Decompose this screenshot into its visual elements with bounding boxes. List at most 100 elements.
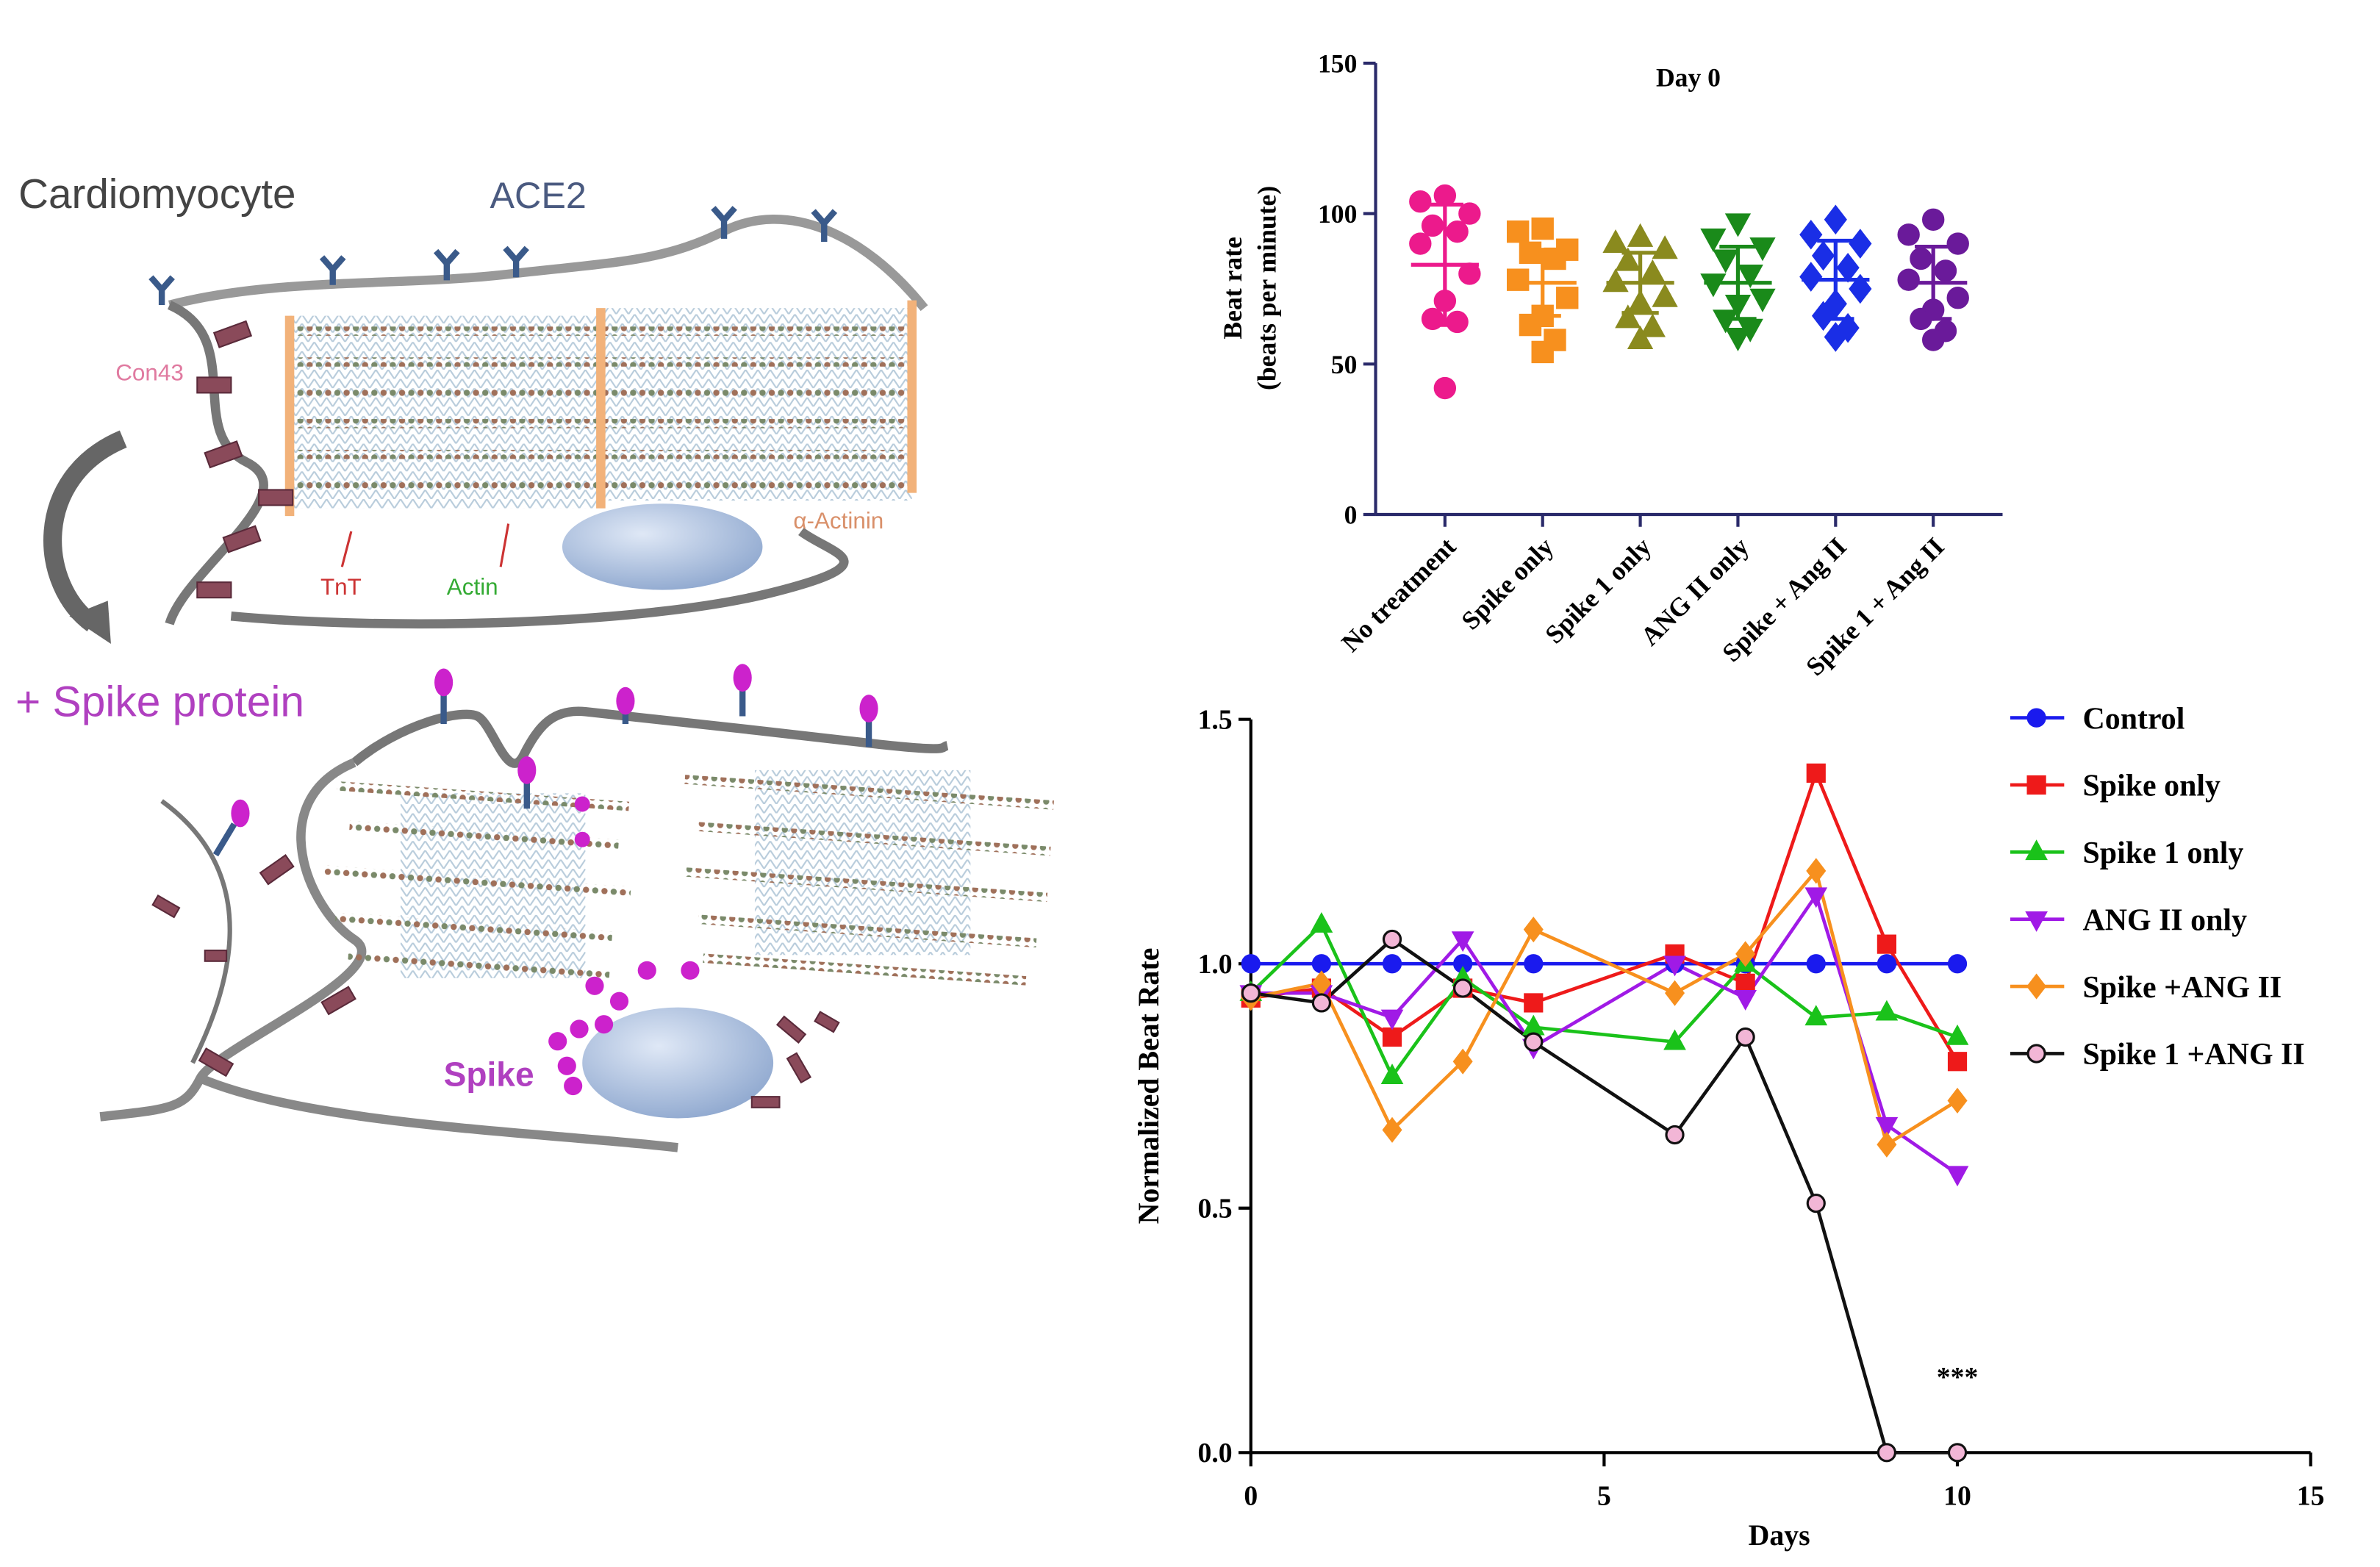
point <box>1824 322 1847 352</box>
legend-marker <box>2025 911 2048 932</box>
point <box>1897 223 1920 246</box>
legend-marker <box>2026 708 2046 728</box>
point <box>1877 1443 1897 1463</box>
membrane <box>351 706 949 768</box>
diagram: Cardiomyocyte ACE2 Con43 TnT Actin α-Act… <box>15 171 1054 1152</box>
point <box>1665 980 1685 1006</box>
error-bar <box>1621 251 1659 315</box>
series-line <box>1250 937 1958 1455</box>
point <box>1446 220 1469 243</box>
x-tick-label: 0 <box>1244 1481 1258 1512</box>
error-bar <box>1719 245 1757 321</box>
point <box>1380 1009 1404 1030</box>
point <box>1875 1116 1899 1138</box>
point <box>1452 1048 1473 1075</box>
connexins <box>151 854 840 1108</box>
point <box>1458 202 1481 225</box>
point <box>1380 1064 1404 1084</box>
x-axis-label: Days <box>1749 1519 1810 1552</box>
legend-marker <box>2026 775 2046 795</box>
point <box>1806 1194 1826 1213</box>
nucleus <box>562 503 763 590</box>
point <box>1946 1024 1969 1045</box>
error-bar <box>1817 238 1854 321</box>
point <box>1877 934 1897 954</box>
arrow <box>43 430 127 631</box>
receptor-label: ACE2 <box>490 174 586 216</box>
point <box>1446 310 1469 334</box>
point <box>1451 931 1474 953</box>
error-bar <box>1524 248 1561 318</box>
point <box>1836 253 1860 283</box>
legend-label: Spike 1 only <box>2082 836 2243 870</box>
actinin-label: α-Actinin <box>793 508 883 534</box>
legend-label: Spike 1 +ANG II <box>2082 1038 2304 1072</box>
legend-label: Spike only <box>2082 770 2221 803</box>
point <box>1453 978 1473 998</box>
y-axis-label: (beats per minute) <box>1252 186 1281 390</box>
point <box>1724 327 1752 352</box>
treatment-label: + Spike protein <box>15 678 304 726</box>
receptors <box>148 206 838 305</box>
point <box>1519 313 1542 337</box>
series-line <box>1250 867 1959 1147</box>
membrane <box>165 301 849 629</box>
legend-label: Spike +ANG II <box>2082 971 2282 1005</box>
point <box>1523 917 1544 943</box>
y-tick-label: 0.0 <box>1197 1438 1232 1469</box>
y-tick-label: 0 <box>1344 501 1358 530</box>
tnt-label: TnT <box>320 574 362 600</box>
point <box>1615 247 1641 271</box>
point <box>1875 1000 1899 1021</box>
point <box>1665 1125 1685 1145</box>
point <box>1531 217 1554 240</box>
point <box>1382 1027 1402 1047</box>
point <box>1799 262 1823 292</box>
point <box>1724 213 1752 237</box>
point <box>1421 214 1444 237</box>
disrupted-sarcomeres <box>323 770 1054 986</box>
point <box>1433 184 1457 207</box>
error-bar <box>1426 202 1463 327</box>
point <box>1897 268 1920 291</box>
point <box>1877 1131 1897 1158</box>
y-axis-label: Beat rate <box>1218 237 1247 339</box>
connexins <box>196 320 294 599</box>
point <box>1627 223 1654 247</box>
point <box>1602 268 1629 293</box>
y-tick-label: 0.5 <box>1197 1193 1232 1224</box>
x-tick-label: 5 <box>1597 1481 1611 1512</box>
x-tick-label: No treatment <box>1336 531 1461 657</box>
legend-marker <box>2025 839 2048 861</box>
point <box>1947 1052 1968 1072</box>
point <box>1663 955 1686 977</box>
sarcomeres <box>284 300 917 517</box>
point <box>1713 249 1739 273</box>
point <box>1735 941 1756 967</box>
legend-label: ANG II only <box>2082 903 2247 937</box>
point <box>1946 287 1969 309</box>
point <box>1652 283 1678 307</box>
point <box>1615 304 1641 329</box>
point <box>1310 911 1333 933</box>
point <box>1734 989 1757 1011</box>
point <box>1806 858 1827 884</box>
point <box>1947 1443 1968 1463</box>
point <box>1433 376 1457 400</box>
point <box>1806 763 1826 783</box>
point <box>1922 329 1945 351</box>
point <box>1811 240 1835 271</box>
point <box>1735 973 1755 993</box>
point <box>1947 1087 1968 1114</box>
point <box>1947 954 1968 974</box>
point <box>1849 229 1872 259</box>
legend-marker <box>2026 1044 2046 1064</box>
point <box>1811 301 1835 331</box>
point <box>1922 208 1945 231</box>
point <box>1737 265 1763 289</box>
point <box>1602 229 1629 254</box>
point <box>1804 1005 1828 1026</box>
y-tick-label: 50 <box>1331 350 1358 379</box>
cell-label: Cardiomyocyte <box>18 171 295 217</box>
